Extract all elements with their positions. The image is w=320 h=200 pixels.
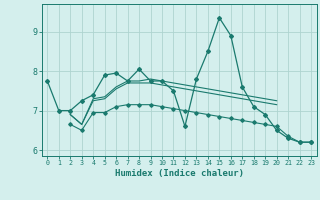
X-axis label: Humidex (Indice chaleur): Humidex (Indice chaleur) <box>115 169 244 178</box>
